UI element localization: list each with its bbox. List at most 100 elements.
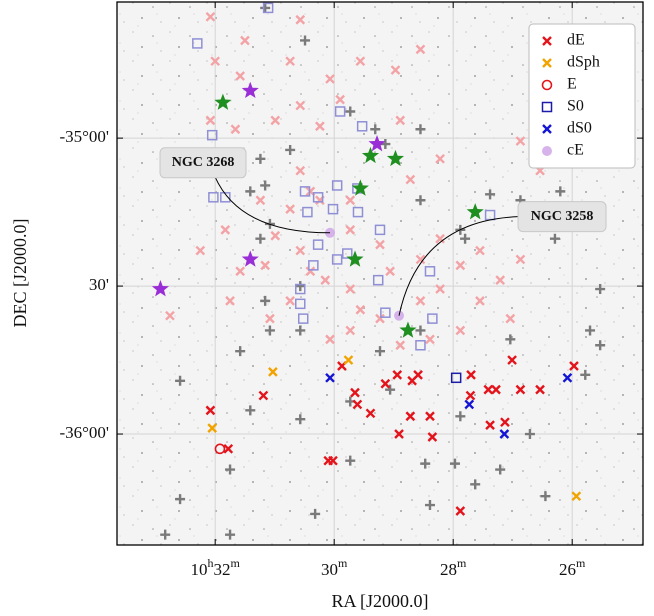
plus-marker <box>420 458 431 469</box>
x-marker <box>343 355 354 365</box>
x-marker <box>352 399 363 410</box>
star-marker <box>466 203 484 220</box>
x-marker <box>205 115 216 126</box>
x-marker <box>207 423 218 433</box>
x-marker <box>485 420 495 431</box>
x-marker <box>455 325 466 336</box>
star-marker <box>241 81 259 99</box>
plus-marker <box>470 479 481 490</box>
plus-marker <box>295 414 306 425</box>
square-marker <box>208 192 219 203</box>
annotation-box <box>159 147 247 179</box>
x-marker <box>195 245 206 256</box>
x-marker <box>515 384 526 395</box>
square-marker <box>342 248 353 259</box>
square-marker <box>541 101 553 113</box>
x-marker <box>285 204 296 214</box>
x-marker <box>415 254 426 265</box>
y-tick-label: -36°00' <box>59 423 109 442</box>
x-marker <box>464 399 475 410</box>
square-marker <box>374 224 386 236</box>
x-marker <box>220 225 231 235</box>
x-marker <box>285 56 296 67</box>
square-marker <box>424 266 436 277</box>
x-marker <box>350 387 360 398</box>
square-marker <box>192 38 203 49</box>
annotation-box <box>517 201 607 233</box>
x-marker <box>365 408 376 419</box>
star-marker <box>214 93 232 110</box>
axes: 10h32m 30m 28m 26m -35°00' 30' -36°00' <box>59 2 643 579</box>
plus-marker <box>424 500 435 511</box>
square-marker <box>415 340 426 351</box>
x-marker <box>515 136 526 146</box>
plus-marker <box>415 195 426 206</box>
x-marker <box>255 195 266 206</box>
plus-marker <box>285 144 296 155</box>
x-marker <box>499 429 510 439</box>
square-marker <box>262 2 274 14</box>
square-marker <box>297 313 309 324</box>
x-marker <box>571 491 582 502</box>
plus-marker <box>295 281 306 292</box>
leader-line <box>398 216 519 316</box>
square-marker <box>302 206 313 218</box>
x-marker <box>505 313 516 324</box>
square-marker <box>295 298 306 310</box>
x-marker <box>345 284 356 294</box>
x-marker <box>415 44 426 55</box>
x-marker <box>223 443 234 454</box>
x-marker <box>465 390 476 401</box>
x-marker <box>500 417 510 428</box>
square-marker <box>331 180 343 191</box>
square-marker <box>295 283 306 295</box>
x-marker <box>345 195 356 206</box>
x-marker <box>270 115 281 126</box>
plus-marker <box>175 375 186 386</box>
x-marker <box>295 14 306 25</box>
x-marker <box>395 340 406 351</box>
plus-marker <box>585 325 596 336</box>
x-marker <box>268 367 278 377</box>
x-marker <box>315 121 325 132</box>
plus-marker <box>375 346 385 357</box>
plus-marker <box>415 124 426 135</box>
square-marker <box>356 121 368 132</box>
plus-marker <box>595 284 606 295</box>
x-marker <box>394 429 404 439</box>
x-tick-label: 10h32m <box>191 556 241 579</box>
x-marker <box>491 384 501 395</box>
x-marker <box>415 296 426 306</box>
leader-line <box>214 176 331 234</box>
star-marker <box>241 250 259 267</box>
x-marker <box>375 239 385 250</box>
annotation-text: NGC 3258 <box>531 209 594 224</box>
square-marker <box>312 239 324 250</box>
x-marker <box>345 225 356 235</box>
x-marker <box>515 254 526 265</box>
star-marker <box>361 146 380 164</box>
x-marker <box>355 304 366 315</box>
x-marker <box>345 325 356 336</box>
dot-marker <box>542 146 552 156</box>
x-marker <box>320 275 331 286</box>
star-marker <box>399 321 417 338</box>
x-marker <box>205 405 216 416</box>
marks <box>151 2 606 540</box>
star-marker <box>351 179 369 196</box>
x-marker <box>542 36 552 46</box>
plus-marker <box>245 186 256 197</box>
plus-marker <box>540 491 551 502</box>
x-marker <box>235 266 246 277</box>
x-marker <box>542 124 552 134</box>
x-marker <box>542 58 552 68</box>
plus-marker <box>245 405 256 416</box>
star-marker <box>346 250 364 267</box>
x-marker <box>407 375 417 386</box>
plus-marker <box>370 124 381 135</box>
legend-label: cE <box>567 142 584 159</box>
square-marker <box>312 192 324 203</box>
x-marker <box>335 94 345 105</box>
plus-marker <box>260 180 271 191</box>
plus-marker <box>255 233 266 244</box>
